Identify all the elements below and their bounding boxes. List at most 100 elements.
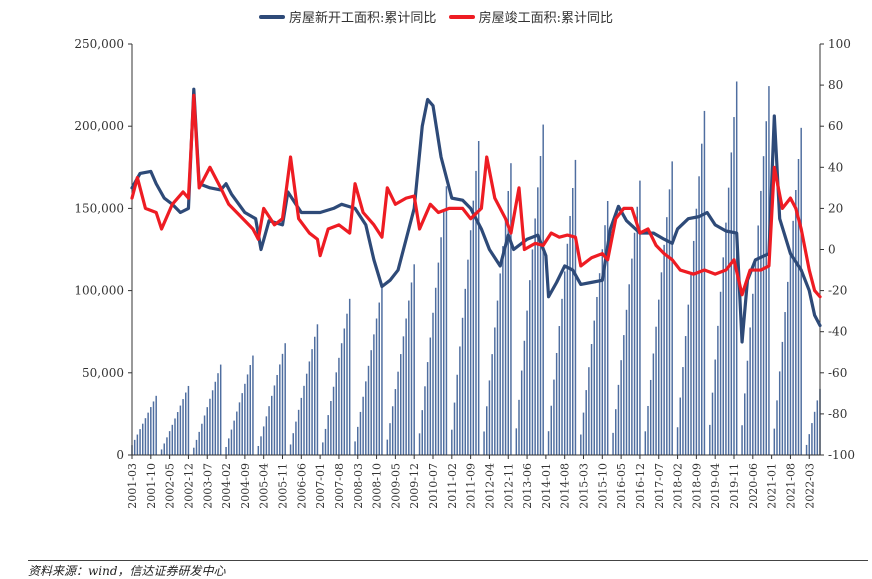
area-bar [305, 373, 308, 455]
area-bar [346, 313, 348, 455]
area-bar [784, 312, 786, 455]
area-bar [402, 336, 405, 455]
area-bar [405, 318, 407, 455]
area-bar [811, 423, 813, 455]
area-bar [620, 360, 622, 455]
area-bar [588, 367, 590, 455]
area-bar [198, 431, 200, 455]
area-bar [257, 445, 260, 455]
legend-item-new-starts: 房屋新开工面积:累计同比 [259, 7, 436, 26]
x-tick-label: 2014-08 [559, 463, 572, 509]
area-bar [424, 386, 426, 455]
area-bar [606, 201, 609, 455]
area-bar [322, 442, 324, 455]
area-bar [714, 359, 716, 455]
chart-legend: 房屋新开工面积:累计同比 房屋竣工面积:累计同比 [0, 7, 872, 26]
area-bar [176, 412, 179, 455]
area-bar [534, 218, 536, 455]
area-bar [268, 406, 270, 455]
area-bar [722, 257, 724, 455]
area-bar [690, 272, 692, 455]
area-bar [636, 206, 638, 455]
area-bar [295, 421, 297, 455]
area-bar [228, 438, 230, 455]
area-bar [617, 384, 620, 455]
area-bar [684, 336, 687, 455]
legend-label-completions: 房屋竣工面积:累计同比 [478, 11, 613, 26]
area-bar [185, 392, 187, 455]
area-bar [805, 444, 808, 455]
area-bar [598, 273, 601, 455]
area-bar [574, 159, 577, 455]
area-bar [410, 282, 413, 455]
area-bar [703, 110, 706, 455]
area-bar [348, 298, 351, 455]
area-bar [698, 176, 700, 455]
x-tick-label: 2001-10 [145, 463, 158, 509]
area-bar [147, 412, 149, 455]
area-bar [676, 427, 679, 455]
area-bar [459, 346, 461, 455]
area-bar [773, 428, 776, 455]
area-bar [370, 350, 372, 455]
series-line-new-starts [130, 87, 822, 344]
x-tick-label: 2013-06 [521, 463, 534, 509]
area-bar [311, 349, 313, 455]
area-bar [682, 367, 684, 455]
area-bar [555, 352, 558, 455]
source-divider [28, 560, 868, 561]
area-bar [238, 402, 241, 455]
area-bar [655, 326, 657, 455]
area-bar [628, 284, 630, 455]
x-tick-label: 2008-03 [352, 463, 365, 509]
area-bar [631, 258, 633, 455]
area-bar [464, 288, 466, 455]
area-bar [639, 180, 641, 455]
area-bar [652, 353, 655, 455]
area-bar [547, 431, 550, 455]
area-bar [537, 187, 539, 455]
right-tick-label: -20 [828, 284, 847, 298]
area-bar [453, 402, 456, 455]
area-bar [233, 420, 235, 455]
area-bar [649, 379, 652, 455]
area-bar [443, 211, 445, 455]
area-bar [418, 433, 421, 455]
area-bar [413, 264, 415, 455]
area-bar [437, 262, 440, 455]
area-bar [671, 161, 673, 455]
x-tick-label: 2003-07 [201, 463, 214, 509]
area-bar [219, 364, 222, 455]
area-bar [601, 249, 604, 455]
x-tick-label: 2004-02 [220, 463, 233, 509]
area-bar [778, 371, 781, 455]
area-bar [692, 240, 695, 455]
area-bar [357, 426, 359, 455]
area-bar [281, 353, 284, 455]
area-bar [273, 385, 276, 455]
area-bar [440, 237, 442, 455]
area-bar [488, 380, 491, 455]
legend-swatch-new-starts [259, 14, 286, 19]
area-bar [566, 243, 569, 455]
area-bar [206, 407, 208, 455]
left-tick-label: 200,000 [74, 119, 124, 133]
area-bar [816, 400, 819, 455]
source-note: 资料来源：wind，信达证券研发中心 [28, 564, 226, 578]
area-bar [502, 246, 504, 455]
x-tick-label: 2006-06 [295, 463, 308, 509]
x-tick-label: 2011-09 [465, 463, 478, 509]
area-bar [550, 405, 552, 455]
area-bar [590, 344, 593, 455]
area-bar [593, 320, 595, 455]
area-bar [762, 156, 765, 456]
area-bar [660, 272, 663, 455]
area-bar [496, 300, 499, 455]
area-bar [324, 428, 327, 455]
area-bar [789, 251, 792, 455]
area-bar [539, 156, 542, 455]
area-bar [389, 423, 391, 455]
x-tick-label: 2014-01 [540, 463, 553, 509]
area-bar [386, 439, 389, 455]
area-bar [663, 244, 665, 455]
